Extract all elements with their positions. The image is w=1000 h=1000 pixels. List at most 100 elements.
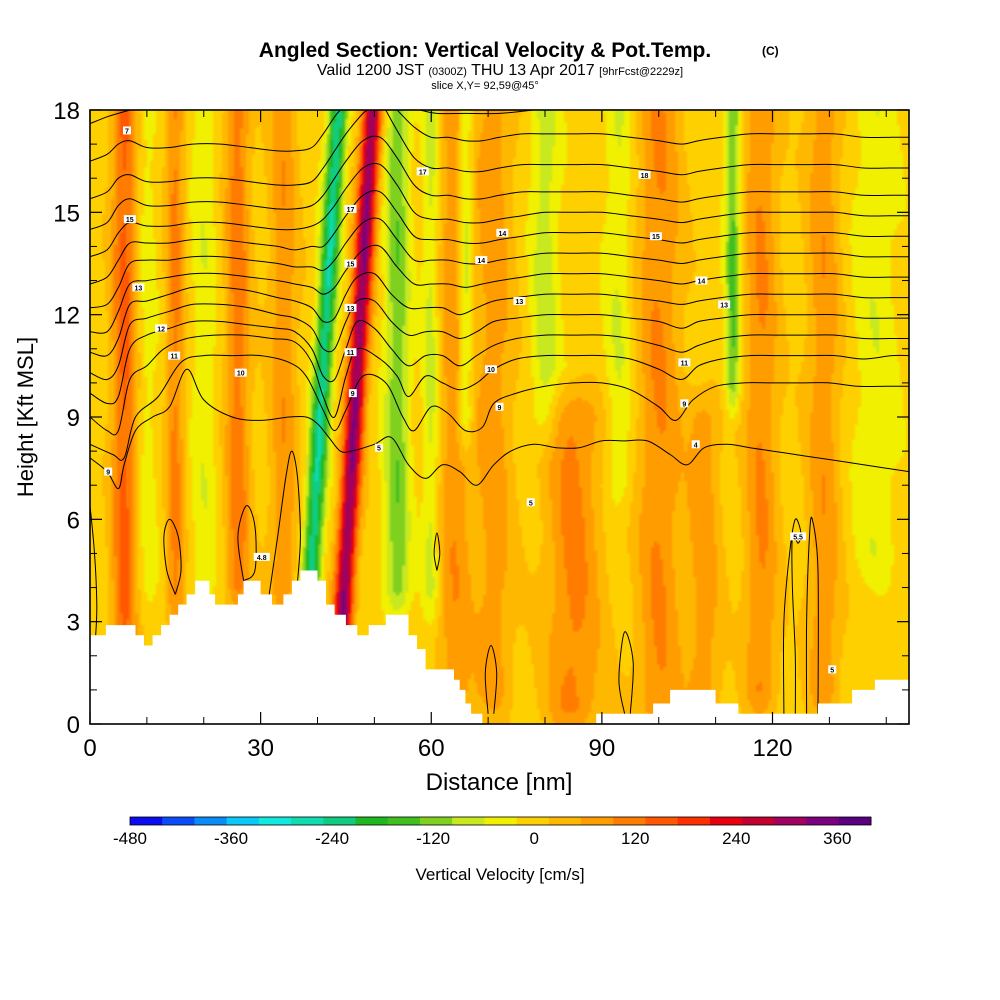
colorbar-swatch <box>742 817 775 825</box>
isentrope-closed-contour <box>268 450 301 595</box>
isentrope-line <box>90 110 369 200</box>
x-tick-label: 0 <box>83 735 96 762</box>
colorbar-swatch <box>613 817 646 825</box>
contour-label-text: 15 <box>652 234 660 241</box>
isentrope-closed-contour <box>163 518 182 595</box>
contour-label: 17 <box>344 204 357 214</box>
colorbar-swatch <box>323 817 357 825</box>
x-tick-label: 30 <box>247 735 274 762</box>
plot-area: 7 15 13 12 11 10 9 4.8 17 15 13 11 9 5 17 14 14 13 10 9 5 18 1… <box>90 110 909 724</box>
contour-label-text: 15 <box>347 262 355 269</box>
contour-label-bg <box>348 389 357 398</box>
x-tick-label: 120 <box>752 735 792 762</box>
y-tick-label: 12 <box>53 303 80 330</box>
contour-label-text: 9 <box>682 401 686 408</box>
colorbar-swatch <box>806 817 840 825</box>
contour-label-bg <box>496 228 509 237</box>
contour-label-bg <box>104 467 113 476</box>
contour-label: 12 <box>155 324 168 333</box>
contour-label-text: 5 <box>377 446 381 453</box>
contour-label: 10 <box>484 365 497 374</box>
contour-label-text: 10 <box>237 371 245 378</box>
contour-label-bg <box>638 170 651 179</box>
contour-label-text: 4 <box>694 442 698 449</box>
contour-label-text: 13 <box>134 285 142 292</box>
contour-label-text: 7 <box>125 128 129 135</box>
colorbar-swatch <box>452 817 485 825</box>
contour-label-text: 17 <box>347 207 355 214</box>
contour-label: 14 <box>695 276 708 286</box>
isentrope-line <box>90 334 909 436</box>
contour-label: 10 <box>234 368 247 378</box>
colorbar-tick-label: -120 <box>416 829 450 848</box>
colorbar: -480 -360 -240 -120 0 120 240 360 <box>113 816 872 848</box>
colorbar-swatch <box>484 817 518 825</box>
contour-label: 5 <box>828 665 837 674</box>
contour-label-bg <box>513 297 526 306</box>
contour-label: 5 <box>374 443 383 453</box>
isentrope-line <box>419 110 534 115</box>
colorbar-swatch <box>387 817 421 825</box>
contour-label: 13 <box>718 300 731 309</box>
colorbar-tick-label: -240 <box>315 829 349 848</box>
contour-label-text: 9 <box>351 391 355 398</box>
colorbar-tick-label: 360 <box>823 829 851 848</box>
contour-label-bg <box>123 215 136 224</box>
contour-label-bg <box>484 365 497 374</box>
isentrope-line <box>90 110 341 162</box>
y-tick-label: 3 <box>67 610 80 637</box>
isentrope-line <box>90 190 909 285</box>
contour-label-text: 12 <box>157 326 165 333</box>
contour-label: 9 <box>104 467 113 477</box>
colorbar-swatch <box>709 817 743 825</box>
contour-label-text: 14 <box>477 258 485 265</box>
contour-label-text: 13 <box>720 302 728 309</box>
contour-label: 14 <box>475 256 488 265</box>
y-axis-label: Height [Kft MSL] <box>13 337 38 497</box>
y-tick-label: 6 <box>67 507 80 534</box>
contour-label-text: 11 <box>681 360 689 367</box>
contour-label-text: 10 <box>487 367 495 374</box>
y-tick-label: 15 <box>53 200 80 227</box>
colorbar-tick-label: 240 <box>722 829 750 848</box>
colorbar-swatch <box>355 817 389 825</box>
contour-label-text: 18 <box>641 173 649 180</box>
contour-label: 17 <box>416 167 429 176</box>
isentrope-closed-contour <box>237 505 257 582</box>
colorbar-tick-label: -360 <box>214 829 248 848</box>
isentrope-line <box>90 297 909 381</box>
contour-label-bg <box>475 256 488 265</box>
contour-label-bg <box>132 283 145 292</box>
contour-label-bg <box>374 443 383 452</box>
colorbar-swatch <box>226 817 260 825</box>
isentrope-line <box>90 368 909 490</box>
isentrope-line <box>90 162 909 258</box>
contour-label: 9 <box>495 402 504 412</box>
isentrope-line <box>90 272 909 357</box>
contour-label: 13 <box>132 283 145 292</box>
contour-label: 14 <box>496 228 509 238</box>
subtitle-zulu: (0300Z) <box>428 66 467 78</box>
contour-label-bg <box>691 440 700 449</box>
isentrope-line <box>90 110 130 125</box>
contour-label: 9 <box>348 389 357 398</box>
isentrope-closed-contour <box>484 644 498 714</box>
contour-label-text: 5 <box>529 500 533 507</box>
isentrope-closed-contour <box>618 631 634 714</box>
subtitle-forecast: [9hrFcst@2229z] <box>599 66 683 78</box>
colorbar-swatch <box>677 817 711 825</box>
contour-label-text: 9 <box>498 405 502 412</box>
contour-label-bg <box>495 402 504 411</box>
contour-label-bg <box>416 167 429 176</box>
slice-label: slice X,Y= 92,59@45° <box>431 80 539 92</box>
isentrope-closed-contour <box>90 505 98 636</box>
plot-frame <box>89 109 910 725</box>
chart-title: Angled Section: Vertical Velocity & Pot.… <box>259 39 711 62</box>
contour-label-text: 5.5 <box>793 534 803 541</box>
isentrope-closed-contour <box>805 516 819 714</box>
y-tick-label: 9 <box>67 405 80 432</box>
contour-label-text: 9 <box>106 470 110 477</box>
isentrope-line <box>90 244 909 334</box>
colorbar-swatch <box>774 817 808 825</box>
contour-label-text: 11 <box>170 354 178 361</box>
